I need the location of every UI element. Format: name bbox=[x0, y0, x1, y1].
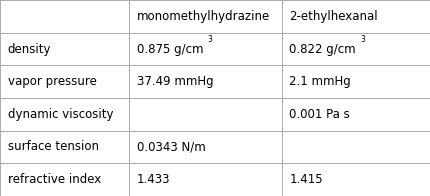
Text: 1.433: 1.433 bbox=[137, 173, 170, 186]
Text: density: density bbox=[8, 43, 51, 55]
Text: 37.49 mmHg: 37.49 mmHg bbox=[137, 75, 213, 88]
Text: 0.822 g/cm: 0.822 g/cm bbox=[289, 43, 356, 55]
Text: 0.0343 N/m: 0.0343 N/m bbox=[137, 141, 206, 153]
Text: 0.875 g/cm: 0.875 g/cm bbox=[137, 43, 203, 55]
Text: 1.415: 1.415 bbox=[289, 173, 323, 186]
Text: surface tension: surface tension bbox=[8, 141, 99, 153]
Text: 3: 3 bbox=[360, 35, 365, 44]
Text: 2.1 mmHg: 2.1 mmHg bbox=[289, 75, 351, 88]
Text: refractive index: refractive index bbox=[8, 173, 101, 186]
Text: vapor pressure: vapor pressure bbox=[8, 75, 97, 88]
Text: 3: 3 bbox=[208, 35, 212, 44]
Text: monomethylhydrazine: monomethylhydrazine bbox=[137, 10, 270, 23]
Text: 2-ethylhexanal: 2-ethylhexanal bbox=[289, 10, 378, 23]
Text: 0.001 Pa s: 0.001 Pa s bbox=[289, 108, 350, 121]
Text: dynamic viscosity: dynamic viscosity bbox=[8, 108, 113, 121]
